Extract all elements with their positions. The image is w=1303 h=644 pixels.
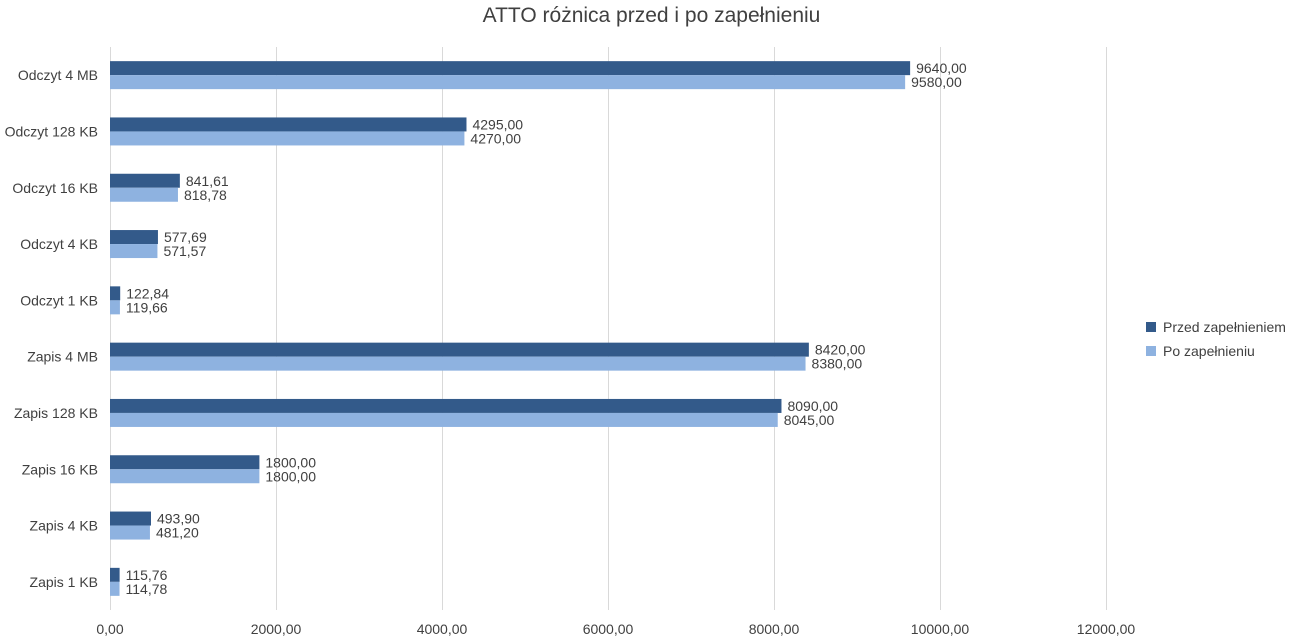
x-tick-label: 12000,00 (1077, 621, 1136, 637)
legend-swatch-series-2 (1146, 346, 1156, 356)
bar (110, 75, 906, 90)
bar (110, 244, 158, 259)
bar (110, 230, 158, 245)
legend-item-series-2: Po zapełnieniu (1146, 340, 1286, 362)
category-label: Zapis 16 KB (22, 461, 98, 477)
category-label: Zapis 128 KB (14, 405, 98, 421)
bar (110, 356, 806, 371)
bar (110, 61, 911, 76)
data-label: 818,78 (184, 187, 227, 203)
data-label: 493,90 (157, 511, 200, 527)
data-label: 841,61 (186, 173, 229, 189)
data-label: 571,57 (163, 243, 206, 259)
data-label: 114,78 (126, 581, 168, 597)
category-label: Zapis 1 KB (30, 574, 98, 590)
data-label: 4270,00 (470, 130, 521, 146)
bar (110, 286, 121, 301)
category-label: Odczyt 4 KB (20, 236, 98, 252)
category-label: Odczyt 16 KB (12, 180, 98, 196)
category-label: Odczyt 128 KB (5, 123, 98, 139)
bar (110, 525, 150, 540)
data-label: 122,84 (126, 285, 169, 301)
x-tick-label: 4000,00 (417, 621, 468, 637)
data-label: 577,69 (164, 229, 207, 245)
bar (110, 398, 782, 413)
bar (110, 187, 178, 202)
bar (110, 567, 120, 582)
data-label: 481,20 (156, 525, 199, 541)
bar (110, 511, 151, 526)
data-label: 1800,00 (265, 454, 316, 470)
bar (110, 581, 120, 596)
data-label: 8420,00 (815, 342, 866, 358)
x-tick-label: 2000,00 (251, 621, 302, 637)
legend: Przed zapełnieniem Po zapełnieniu (1146, 316, 1286, 364)
data-label: 115,76 (126, 567, 168, 583)
category-label: Zapis 4 KB (30, 518, 98, 534)
legend-swatch-series-1 (1146, 322, 1156, 332)
bar (110, 117, 467, 132)
bar (110, 342, 809, 357)
data-label: 8380,00 (812, 356, 863, 372)
x-tick-label: 10000,00 (911, 621, 970, 637)
bar (110, 300, 120, 315)
bar (110, 455, 260, 470)
data-label: 4295,00 (472, 116, 523, 132)
data-label: 9640,00 (916, 60, 967, 76)
data-label: 8090,00 (787, 398, 838, 414)
data-label: 1800,00 (265, 468, 316, 484)
bar (110, 173, 180, 188)
category-label: Odczyt 1 KB (20, 292, 98, 308)
legend-item-series-1: Przed zapełnieniem (1146, 316, 1286, 338)
data-label: 119,66 (126, 299, 168, 315)
category-label: Zapis 4 MB (27, 349, 98, 365)
legend-label-series-2: Po zapełnieniu (1163, 343, 1255, 359)
x-tick-label: 0,00 (96, 621, 123, 637)
x-tick-label: 6000,00 (583, 621, 634, 637)
chart-title: ATTO różnica przed i po zapełnieniu (482, 4, 821, 27)
bar (110, 131, 465, 146)
category-label: Odczyt 4 MB (18, 67, 98, 83)
data-label: 8045,00 (784, 412, 835, 428)
data-label: 9580,00 (911, 74, 962, 90)
legend-label-series-1: Przed zapełnieniem (1163, 319, 1286, 335)
x-tick-label: 8000,00 (749, 621, 800, 637)
bar (110, 469, 260, 484)
bar (110, 412, 778, 427)
